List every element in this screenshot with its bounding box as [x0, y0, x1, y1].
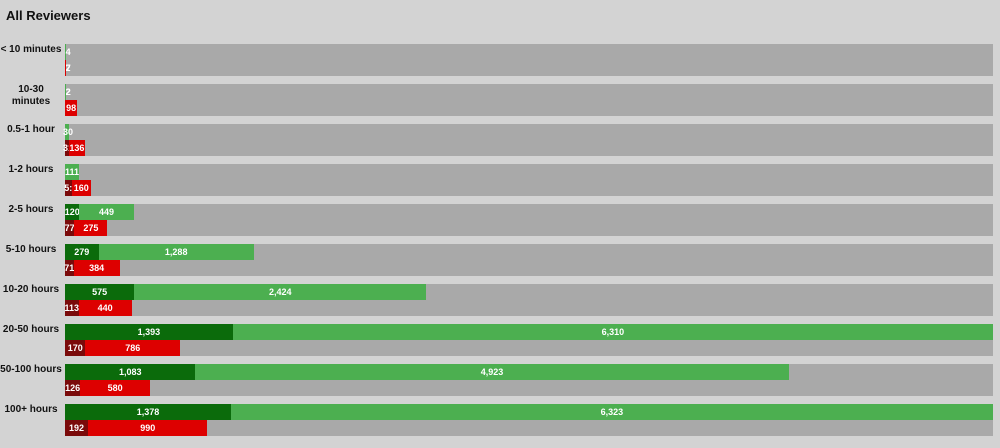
bar-segment [73, 260, 120, 276]
bar-track [65, 204, 993, 236]
bar-segment [65, 140, 69, 156]
value-label: 126 [65, 383, 81, 393]
bar-track [65, 124, 993, 156]
value-label: 275 [83, 223, 99, 233]
bar-segment [65, 380, 81, 396]
bar-segment [78, 300, 132, 316]
bar-segment [65, 300, 79, 316]
bar-segment [65, 220, 75, 236]
bar-segment [65, 420, 89, 436]
bar-segment [65, 284, 135, 300]
category-label: 10-20 hours [2, 284, 60, 295]
value-label: 30 [62, 127, 74, 137]
value-label: 279 [74, 247, 90, 257]
value-label: 98 [66, 103, 77, 113]
value-label: 2 [65, 63, 71, 73]
value-label: 5: [64, 183, 73, 193]
category-label: 2-5 hours [8, 204, 54, 215]
bar-segment [65, 324, 233, 340]
value-label: 111 [65, 167, 80, 177]
category-label: 1-2 hours [8, 164, 54, 175]
bar-segment [134, 284, 427, 300]
bar-segment [85, 340, 181, 356]
value-label: 71 [64, 263, 75, 273]
value-label: 6,310 [601, 327, 625, 337]
value-label: 170 [67, 343, 83, 353]
value-label: 1,288 [164, 247, 188, 257]
value-label: 990 [140, 423, 156, 433]
bar-segment [74, 220, 108, 236]
bar-segment [65, 364, 196, 380]
value-label: 31 [63, 140, 73, 156]
category-label: 10-30 minutes [11, 84, 51, 107]
value-label: 1,393 [137, 327, 161, 337]
category-label: 0.5-1 hour [7, 124, 55, 135]
bar-segment [88, 420, 208, 436]
bar-segment [65, 124, 69, 140]
bar-segment [65, 60, 67, 76]
bar-segment [68, 140, 86, 156]
bar-segment [65, 404, 231, 420]
bar-track [65, 44, 993, 76]
value-label: 160 [73, 183, 89, 193]
bar-segment [231, 404, 993, 420]
category-label: 5-10 hours [5, 244, 57, 255]
bar-segment [65, 260, 74, 276]
bar-segment [80, 380, 151, 396]
value-label: 192 [69, 423, 85, 433]
category-label: < 10 minutes [0, 44, 62, 55]
bar-segment [65, 340, 86, 356]
value-label: 1,378 [136, 407, 160, 417]
value-label: 384 [89, 263, 105, 273]
chart-title: All Reviewers [6, 8, 91, 23]
category-label: 50-100 hours [0, 364, 62, 375]
value-label: 449 [98, 207, 115, 217]
bar-segment [65, 180, 72, 196]
bar-track [65, 164, 993, 196]
bar-segment [98, 244, 254, 260]
value-label: 6,323 [600, 407, 624, 417]
bar-segment [232, 324, 993, 340]
value-label: 2,424 [269, 287, 292, 297]
value-label: 7 [65, 63, 71, 73]
value-label: 4 [65, 47, 71, 57]
bar-segment [195, 364, 789, 380]
bar-track [65, 84, 993, 116]
value-label: 2 [65, 87, 71, 97]
value-label: 120 [64, 207, 80, 217]
value-label: 2 [65, 87, 71, 97]
value-label: 136 [69, 143, 85, 153]
bar-segment [79, 204, 134, 220]
value-label: 440 [97, 303, 113, 313]
value-label: 77 [64, 223, 75, 233]
value-label: 113 [64, 303, 80, 313]
bar-segment [65, 164, 79, 180]
value-label: 1,083 [118, 367, 142, 377]
category-label: 100+ hours [4, 404, 58, 415]
bar-segment [65, 204, 80, 220]
value-label: 575 [92, 287, 108, 297]
bar-segment [65, 100, 78, 116]
value-label: 786 [125, 343, 141, 353]
value-label: 4,923 [480, 367, 504, 377]
value-label: 580 [107, 383, 123, 393]
bar-segment [71, 180, 91, 196]
bar-segment [65, 244, 99, 260]
category-label: 20-50 hours [2, 324, 60, 335]
